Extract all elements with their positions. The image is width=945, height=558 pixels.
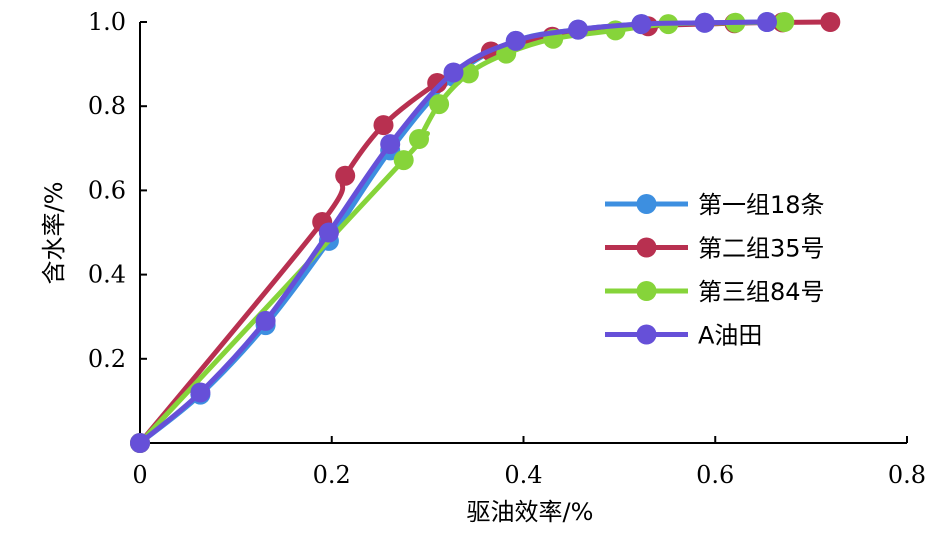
- legend-label: 第三组84号: [698, 278, 825, 306]
- y-tick-label: 1.0: [88, 8, 126, 36]
- series-3: [130, 12, 795, 453]
- x-tick-label: 0: [132, 461, 147, 489]
- y-tick-label: 0.2: [88, 345, 126, 373]
- series-2: [130, 12, 841, 453]
- axes: 0 0.2 0.4 0.6 0.8 0.2 0.4 0.6 0.8 1.0: [88, 8, 926, 489]
- data-point: [820, 12, 841, 32]
- legend-item: 第三组84号: [605, 278, 825, 306]
- series-4: [130, 12, 777, 453]
- legend-item: 第二组35号: [605, 235, 825, 263]
- x-tick-label: 0.8: [888, 461, 926, 489]
- data-point: [373, 115, 394, 136]
- legend-label: A油田: [698, 322, 762, 350]
- y-axis-title: 含水率/%: [40, 182, 68, 285]
- data-point: [694, 12, 715, 33]
- data-point: [429, 94, 450, 115]
- data-point: [393, 150, 414, 171]
- series-line: [137, 19, 787, 446]
- legend-swatch-marker: [636, 194, 657, 214]
- x-tick-label: 0.6: [696, 461, 734, 489]
- data-point: [255, 310, 276, 331]
- data-point: [409, 129, 429, 149]
- x-tick-label: 0.2: [313, 461, 351, 489]
- data-point: [318, 222, 339, 243]
- series-layer: [130, 12, 841, 453]
- data-point: [757, 12, 777, 32]
- legend-label: 第一组18条: [698, 191, 825, 219]
- data-point: [631, 14, 652, 35]
- legend-item: A油田: [605, 322, 762, 350]
- data-point: [458, 63, 479, 84]
- data-point: [774, 12, 795, 32]
- y-tick-label: 0.6: [88, 176, 126, 204]
- x-tick-label: 0.4: [504, 461, 542, 489]
- x-axis-title: 驱油效率/%: [467, 498, 594, 526]
- legend-swatch-marker: [636, 281, 657, 301]
- y-tick-label: 0.8: [88, 92, 126, 120]
- legend-item: 第一组18条: [605, 191, 825, 219]
- data-point: [427, 73, 448, 93]
- data-point: [568, 19, 589, 40]
- data-point: [130, 433, 150, 453]
- legend-swatch-marker: [636, 237, 657, 258]
- legend-label: 第二组35号: [698, 235, 825, 263]
- data-point: [335, 165, 356, 186]
- data-point: [380, 134, 401, 155]
- y-tick-label: 0.4: [88, 261, 126, 289]
- legend-swatch-marker: [636, 324, 657, 345]
- data-point: [443, 62, 464, 83]
- data-point: [505, 30, 526, 51]
- series-line: [137, 19, 833, 446]
- data-point: [190, 382, 211, 403]
